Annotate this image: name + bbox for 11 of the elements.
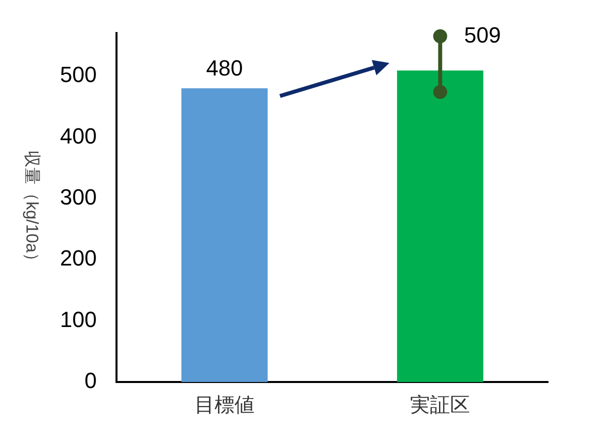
y-tick-label: 100 bbox=[60, 306, 97, 332]
y-tick-label: 200 bbox=[60, 246, 97, 271]
x-tick-label: 実証区 bbox=[410, 394, 470, 417]
y-tick-label: 0 bbox=[84, 368, 97, 394]
x-tick-label: 目標値 bbox=[194, 394, 255, 417]
data-label: 509 bbox=[464, 22, 501, 48]
data-label: 480 bbox=[206, 55, 243, 80]
y-tick-label: 300 bbox=[60, 184, 97, 210]
y-tick-label: 500 bbox=[60, 62, 97, 88]
y-axis-title: 収量（kg/10a） bbox=[22, 150, 42, 270]
y-tick-label: 400 bbox=[60, 123, 97, 148]
